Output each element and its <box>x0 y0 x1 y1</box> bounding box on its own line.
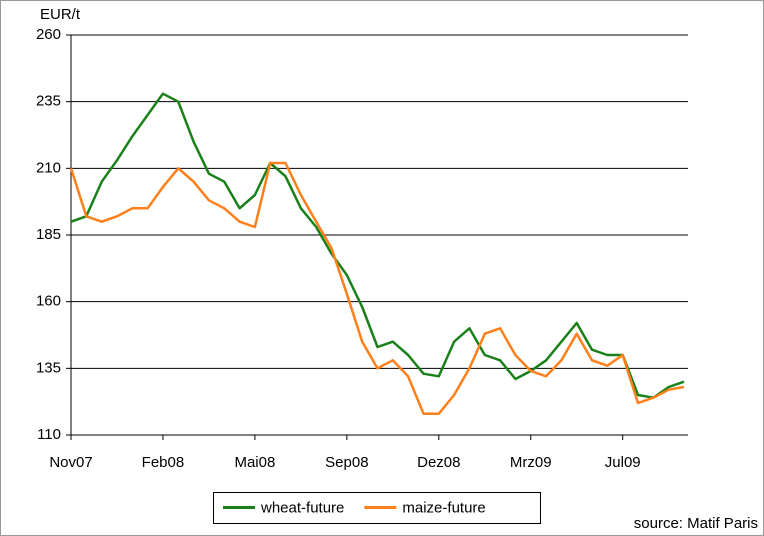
y-tick-label: 160 <box>36 293 61 310</box>
y-tick-label: 110 <box>37 426 61 443</box>
x-tick-label: Feb08 <box>142 454 185 471</box>
annotation: source: Matif Paris <box>634 515 758 532</box>
y-tick-label: 185 <box>36 226 61 243</box>
x-tick-label: Sep08 <box>325 454 368 471</box>
x-tick-label: Mrz09 <box>510 454 552 471</box>
legend-label: maize-future <box>402 499 485 516</box>
x-tick-label: Mai08 <box>234 454 275 471</box>
y-tick-label: 210 <box>36 159 61 176</box>
x-tick-label: Jul09 <box>605 454 641 471</box>
y-tick-label: 260 <box>36 26 61 43</box>
series-line <box>69 161 685 415</box>
series-line <box>70 92 685 399</box>
x-tick-label: Nov07 <box>49 454 92 471</box>
x-tick-label: Dez08 <box>417 454 460 471</box>
y-axis-label: EUR/t <box>40 6 81 23</box>
legend-label: wheat-future <box>260 499 344 516</box>
y-tick-label: 235 <box>36 93 61 110</box>
y-tick-label: 135 <box>36 359 61 376</box>
